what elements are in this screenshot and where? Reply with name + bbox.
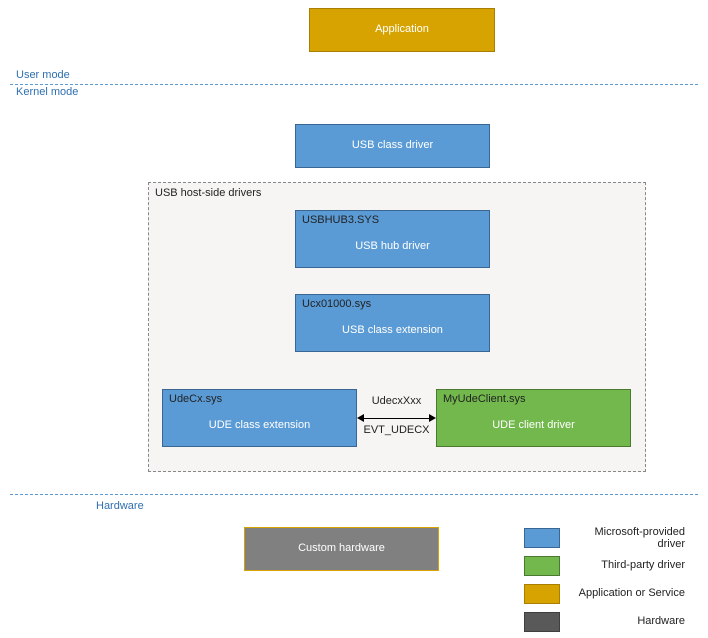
usbhub3-subtitle: USB hub driver xyxy=(296,226,489,252)
legend-hw-swatch xyxy=(524,612,560,632)
legend-app-text: Application or Service xyxy=(565,587,685,599)
ucx-subtitle: USB class extension xyxy=(296,310,489,336)
ucx-title: Ucx01000.sys xyxy=(296,295,489,310)
custom-hardware-label: Custom hardware xyxy=(245,528,438,554)
usbhub3-title: USBHUB3.SYS xyxy=(296,211,489,226)
myclient-box: MyUdeClient.sys UDE client driver xyxy=(436,389,631,447)
custom-hardware-box: Custom hardware xyxy=(244,527,439,571)
legend-hw-text: Hardware xyxy=(565,615,685,627)
arrow-line xyxy=(364,418,429,419)
arrow-head-right xyxy=(429,414,436,422)
legend-ms-swatch xyxy=(524,528,560,548)
usb-class-driver-box: USB class driver xyxy=(295,124,490,168)
hardware-label: Hardware xyxy=(96,500,144,512)
user-kernel-divider xyxy=(10,84,698,85)
hardware-divider xyxy=(10,494,698,495)
arrow-bottom-label: EVT_UDECX xyxy=(358,424,435,436)
myclient-subtitle: UDE client driver xyxy=(437,405,630,431)
kernel-mode-label: Kernel mode xyxy=(16,86,78,98)
arrow-head-left xyxy=(357,414,364,422)
application-label: Application xyxy=(310,9,494,35)
user-mode-label: User mode xyxy=(16,69,70,81)
udecx-title: UdeCx.sys xyxy=(163,390,356,405)
legend-app-swatch xyxy=(524,584,560,604)
udecx-subtitle: UDE class extension xyxy=(163,405,356,431)
usbhub3-box: USBHUB3.SYS USB hub driver xyxy=(295,210,490,268)
myclient-title: MyUdeClient.sys xyxy=(437,390,630,405)
usb-class-driver-label: USB class driver xyxy=(296,125,489,151)
legend-tp-text: Third-party driver xyxy=(565,559,685,571)
arrow-top-label: UdecxXxx xyxy=(358,395,435,407)
application-box: Application xyxy=(309,8,495,52)
udecx-box: UdeCx.sys UDE class extension xyxy=(162,389,357,447)
host-side-group-title: USB host-side drivers xyxy=(155,187,261,199)
ucx-box: Ucx01000.sys USB class extension xyxy=(295,294,490,352)
legend-ms-text: Microsoft-provided driver xyxy=(565,526,685,550)
legend-tp-swatch xyxy=(524,556,560,576)
